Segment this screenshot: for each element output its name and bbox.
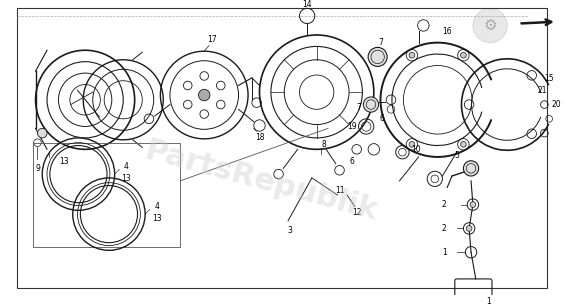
Text: 3: 3 — [288, 226, 292, 235]
Text: 6: 6 — [379, 114, 384, 123]
Circle shape — [409, 52, 415, 58]
Bar — [33, 143, 181, 247]
Text: 18: 18 — [255, 133, 264, 142]
Circle shape — [460, 142, 466, 147]
Text: 12: 12 — [352, 208, 361, 217]
Circle shape — [466, 226, 472, 231]
Text: 2: 2 — [442, 224, 447, 233]
Text: 9: 9 — [35, 164, 40, 173]
Text: PartsRepublik: PartsRepublik — [142, 136, 381, 226]
Circle shape — [199, 89, 210, 101]
Text: 19: 19 — [347, 122, 357, 131]
Circle shape — [409, 142, 415, 147]
Text: 21: 21 — [538, 86, 547, 95]
Text: 5: 5 — [455, 151, 459, 160]
Text: ⚙: ⚙ — [483, 18, 497, 33]
Circle shape — [463, 161, 479, 176]
Text: 4: 4 — [124, 162, 129, 171]
Text: 17: 17 — [207, 35, 217, 44]
Text: 13: 13 — [152, 214, 162, 223]
Circle shape — [364, 97, 379, 112]
Text: 13: 13 — [121, 174, 131, 183]
Text: 4: 4 — [154, 202, 159, 211]
Text: 10: 10 — [411, 145, 420, 154]
Circle shape — [38, 128, 47, 138]
Text: 2: 2 — [442, 200, 447, 209]
Text: 8: 8 — [322, 140, 327, 149]
Text: 1: 1 — [486, 297, 490, 305]
Text: 16: 16 — [442, 27, 452, 36]
Circle shape — [368, 47, 387, 66]
Text: 20: 20 — [552, 100, 562, 109]
Circle shape — [460, 52, 466, 58]
Circle shape — [470, 202, 476, 207]
Text: 13: 13 — [59, 157, 69, 166]
Text: 15: 15 — [544, 74, 554, 83]
Text: 6: 6 — [350, 157, 354, 166]
Circle shape — [473, 8, 507, 43]
Text: 14: 14 — [302, 0, 312, 9]
Text: 7: 7 — [378, 38, 383, 47]
Text: 1: 1 — [442, 248, 447, 257]
Text: 7: 7 — [356, 103, 361, 112]
Text: 11: 11 — [335, 186, 345, 195]
